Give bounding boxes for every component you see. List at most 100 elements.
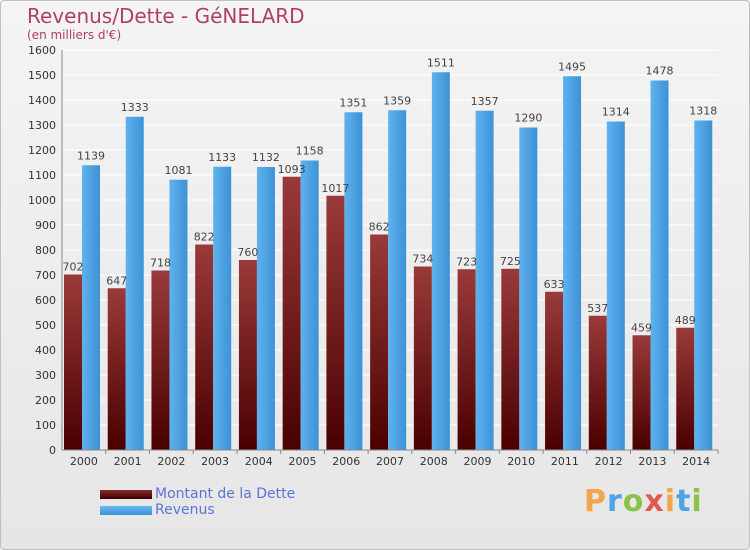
bar-revenus-2002 — [169, 179, 188, 450]
data-label-debt-2014: 489 — [675, 314, 696, 327]
x-tick-label: 2002 — [157, 455, 185, 468]
data-label-revenus-2000: 1139 — [77, 149, 105, 162]
x-tick-label: 2008 — [420, 455, 448, 468]
y-tick-label: 1500 — [28, 69, 56, 82]
data-label-revenus-2009: 1357 — [471, 95, 499, 108]
data-label-debt-2002: 718 — [150, 257, 171, 270]
x-tick-label: 2012 — [595, 455, 623, 468]
y-tick-label: 400 — [35, 344, 56, 357]
data-label-revenus-2004: 1132 — [252, 151, 280, 164]
chart-title: Revenus/Dette - GéNELARD — [27, 4, 305, 28]
data-label-revenus-2010: 1290 — [514, 112, 542, 125]
x-tick-label: 2000 — [70, 455, 98, 468]
bar-debt-2001 — [107, 288, 126, 450]
data-label-revenus-2014: 1318 — [689, 105, 717, 118]
data-label-revenus-2012: 1314 — [602, 106, 630, 119]
x-tick-label: 2011 — [551, 455, 579, 468]
bar-revenus-2010 — [519, 127, 538, 450]
bar-debt-2010 — [501, 268, 520, 450]
legend-swatch-revenus — [100, 506, 152, 515]
data-label-revenus-2013: 1478 — [646, 65, 674, 78]
x-tick-label: 2014 — [682, 455, 710, 468]
bar-revenus-2011 — [563, 76, 582, 450]
y-tick-label: 1200 — [28, 144, 56, 157]
data-label-revenus-2011: 1495 — [558, 60, 586, 73]
x-tick-label: 2009 — [463, 455, 491, 468]
data-label-debt-2005: 1093 — [278, 163, 306, 176]
y-tick-label: 200 — [35, 394, 56, 407]
bar-debt-2003 — [195, 244, 214, 450]
x-tick-label: 2010 — [507, 455, 535, 468]
bar-debt-2009 — [457, 269, 476, 450]
x-tick-label: 2001 — [114, 455, 142, 468]
proxiti-logo: Proxiti — [584, 484, 703, 519]
bar-debt-2006 — [326, 195, 345, 450]
bar-revenus-2000 — [82, 165, 100, 450]
bar-debt-2005 — [282, 176, 301, 450]
legend-label-revenus: Revenus — [155, 502, 215, 518]
y-tick-label: 500 — [35, 319, 56, 332]
bar-debt-2007 — [370, 234, 389, 450]
bar-debt-2014 — [676, 327, 695, 450]
data-label-debt-2011: 633 — [544, 278, 565, 291]
data-label-debt-2013: 459 — [631, 321, 652, 334]
bar-revenus-2004 — [256, 167, 275, 450]
data-label-debt-2010: 725 — [500, 255, 521, 268]
y-tick-label: 900 — [35, 219, 56, 232]
bar-debt-2000 — [64, 274, 82, 450]
bar-revenus-2005 — [300, 160, 319, 450]
bar-revenus-2014 — [694, 120, 713, 450]
chart-subtitle: (en milliers d'€) — [27, 28, 122, 42]
y-tick-label: 700 — [35, 269, 56, 282]
legend-label-debt: Montant de la Dette — [155, 486, 296, 502]
bar-revenus-2013 — [650, 80, 669, 450]
data-label-debt-2000: 702 — [63, 261, 84, 274]
x-tick-label: 2006 — [332, 455, 360, 468]
data-label-revenus-2008: 1511 — [427, 56, 455, 69]
y-tick-label: 1100 — [28, 169, 56, 182]
data-label-debt-2012: 537 — [587, 302, 608, 315]
data-label-debt-2007: 862 — [369, 221, 390, 234]
x-tick-label: 2013 — [638, 455, 666, 468]
y-tick-label: 300 — [35, 369, 56, 382]
bar-debt-2002 — [151, 270, 170, 450]
bar-debt-2013 — [632, 335, 651, 450]
legend-swatch-debt — [100, 490, 152, 499]
data-label-revenus-2005: 1158 — [296, 145, 324, 158]
bar-revenus-2009 — [475, 110, 494, 450]
data-label-revenus-2006: 1351 — [339, 96, 367, 109]
data-label-revenus-2007: 1359 — [383, 94, 411, 107]
bar-revenus-2006 — [344, 112, 363, 450]
data-label-debt-2008: 734 — [412, 253, 433, 266]
data-label-debt-2004: 760 — [237, 246, 258, 259]
y-tick-label: 100 — [35, 419, 56, 432]
data-label-debt-2006: 1017 — [321, 182, 349, 195]
data-label-revenus-2002: 1081 — [164, 164, 192, 177]
y-tick-label: 1000 — [28, 194, 56, 207]
bar-revenus-2012 — [606, 121, 625, 450]
y-tick-label: 0 — [49, 444, 56, 457]
y-tick-label: 600 — [35, 294, 56, 307]
y-tick-label: 1400 — [28, 94, 56, 107]
y-tick-label: 1600 — [28, 44, 56, 57]
data-label-revenus-2003: 1133 — [208, 151, 236, 164]
bar-revenus-2007 — [388, 110, 407, 450]
x-tick-label: 2005 — [289, 455, 317, 468]
bar-debt-2008 — [413, 266, 432, 450]
bar-revenus-2003 — [213, 166, 232, 450]
data-label-debt-2001: 647 — [106, 274, 127, 287]
y-tick-label: 1300 — [28, 119, 56, 132]
data-label-revenus-2001: 1333 — [121, 101, 149, 114]
x-tick-label: 2003 — [201, 455, 229, 468]
data-label-debt-2003: 822 — [194, 231, 215, 244]
data-label-debt-2009: 723 — [456, 255, 477, 268]
y-tick-label: 800 — [35, 244, 56, 257]
bar-debt-2011 — [545, 291, 564, 450]
bar-debt-2012 — [588, 315, 607, 450]
x-tick-label: 2007 — [376, 455, 404, 468]
bar-debt-2004 — [238, 260, 257, 450]
bar-revenus-2001 — [125, 116, 144, 450]
x-tick-label: 2004 — [245, 455, 273, 468]
bar-revenus-2008 — [431, 72, 450, 450]
